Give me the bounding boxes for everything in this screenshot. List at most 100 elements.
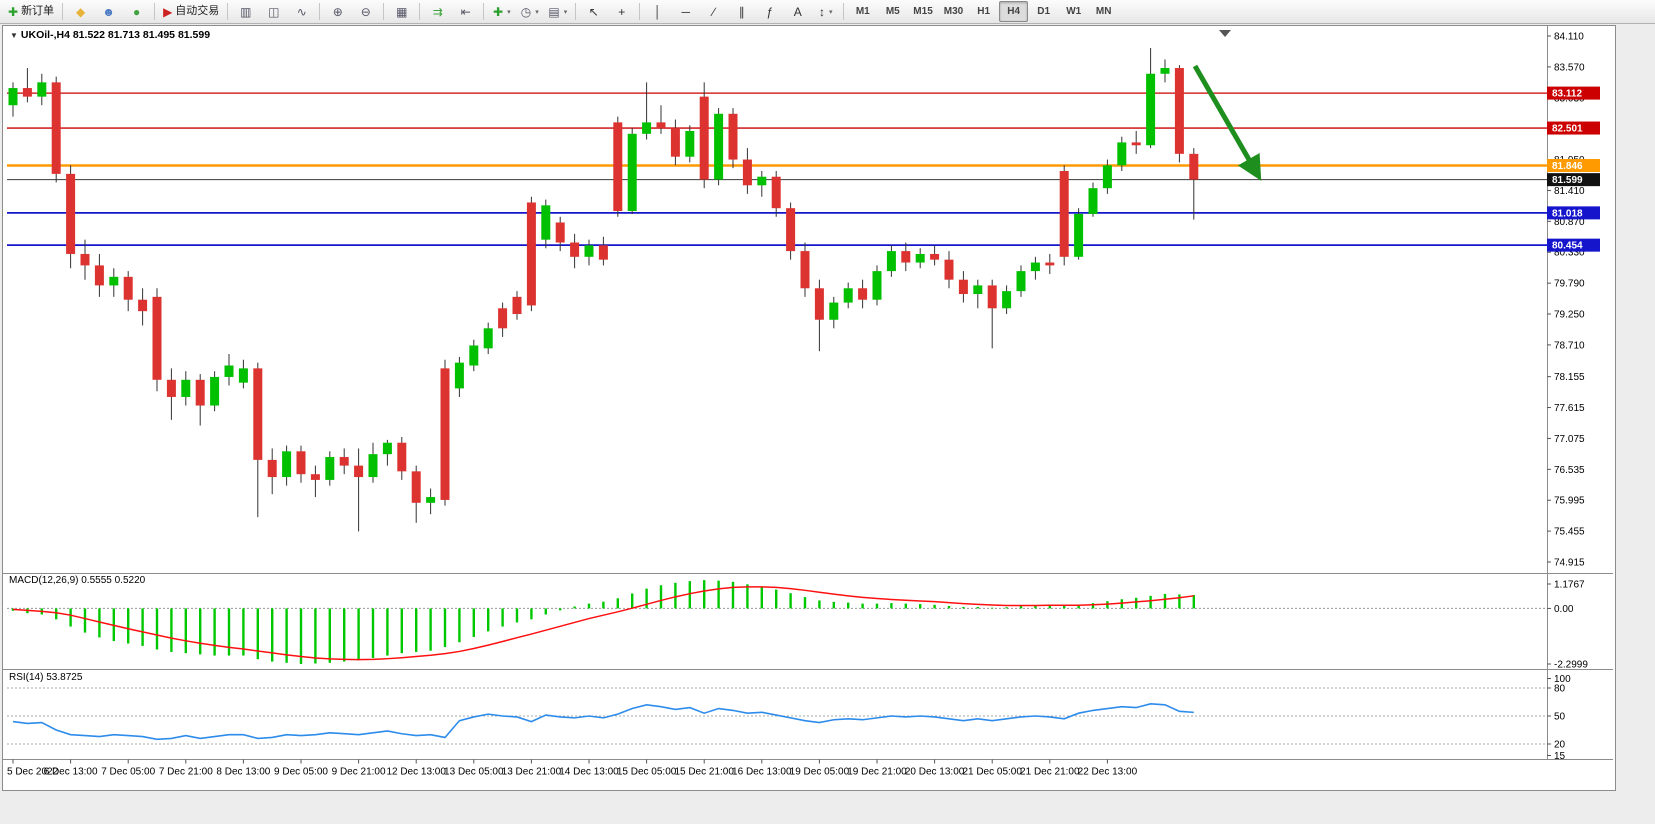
time-axis-label: 12 Dec 13:00 bbox=[386, 767, 446, 778]
orange-support-line-price-label bbox=[1547, 159, 1600, 173]
candle-bear bbox=[440, 368, 450, 500]
candle-bear bbox=[253, 368, 263, 460]
periods-button-icon: ◷ bbox=[520, 4, 532, 19]
timeframe-d1[interactable]: D1 bbox=[1029, 1, 1058, 22]
candle-bull bbox=[872, 271, 882, 300]
time-axis-label: 8 Dec 13:00 bbox=[216, 767, 270, 778]
line-chart-button[interactable]: ∿ bbox=[288, 1, 315, 22]
support-line-upper-price-label bbox=[1547, 206, 1600, 220]
timeframe-m30[interactable]: M30 bbox=[939, 1, 968, 22]
resistance-line-upper-price-text: 83.112 bbox=[1552, 89, 1582, 100]
periods-button-dropdown-arrow[interactable]: ▾ bbox=[535, 8, 539, 16]
toolbar-separator bbox=[419, 3, 421, 20]
crosshair-button-icon: + bbox=[618, 4, 626, 19]
rsi-scale-label: 15 bbox=[1554, 751, 1566, 762]
navigator-button[interactable]: ● bbox=[123, 1, 150, 22]
trendline-button[interactable]: ∕ bbox=[700, 1, 727, 22]
timeframe-mn-label: MN bbox=[1095, 5, 1112, 17]
price-tick-label: 74.915 bbox=[1554, 558, 1585, 569]
candle-bull bbox=[915, 253, 925, 263]
zoom-in-button[interactable]: ⊕ bbox=[324, 1, 351, 22]
candle-bear bbox=[123, 276, 133, 300]
candlestick-chart-button-icon: ◫ bbox=[268, 4, 280, 19]
bar-chart-button[interactable]: ▥ bbox=[232, 1, 259, 22]
channel-button[interactable]: ∥ bbox=[728, 1, 755, 22]
timeframe-w1[interactable]: W1 bbox=[1059, 1, 1088, 22]
data-window-button[interactable]: ☻ bbox=[95, 1, 122, 22]
candle-bear bbox=[699, 96, 709, 180]
chart-shift-marker[interactable] bbox=[1219, 30, 1231, 37]
candle-bull bbox=[1016, 271, 1026, 292]
price-tick-label: 78.710 bbox=[1554, 340, 1585, 351]
panel-frame bbox=[3, 26, 1613, 760]
chart-shift-button-icon: ⇤ bbox=[460, 4, 471, 19]
candle-bull bbox=[224, 365, 234, 377]
candle-bear bbox=[1045, 262, 1055, 266]
green-arrow-annotation[interactable] bbox=[1192, 64, 1262, 181]
toolbar-separator bbox=[843, 3, 845, 20]
cursor-button-icon: ↖ bbox=[588, 4, 599, 19]
time-axis-label: 9 Dec 21:00 bbox=[332, 767, 386, 778]
text-button[interactable]: A bbox=[784, 1, 811, 22]
arrows-button-dropdown-arrow[interactable]: ▾ bbox=[829, 8, 833, 16]
toolbar: ✚ 新订单 ◆ ☻ ● ▶ 自动交易 ▥ ◫ ∿ ⊕ ⊖ ▦ ⇉ ⇤ ✚ ▾ ◷ ▾ ▤ ▾ ↖ + │ ─ ∕ ∥ ƒ A ↕ ▾ M1 M5… bbox=[0, 0, 1655, 24]
cursor-button[interactable]: ↖ bbox=[580, 1, 607, 22]
arrows-button[interactable]: ↕ ▾ bbox=[812, 1, 839, 22]
toolbar-separator bbox=[639, 3, 641, 20]
candle-bull bbox=[685, 130, 695, 157]
indicators-button[interactable]: ✚ ▾ bbox=[488, 1, 515, 22]
fibonacci-button[interactable]: ƒ bbox=[756, 1, 783, 22]
candlestick-chart-button[interactable]: ◫ bbox=[260, 1, 287, 22]
candle-bear bbox=[742, 159, 752, 186]
chart-window: ▼ UKOil-,H4 81.522 81.713 81.495 81.599 M… bbox=[2, 25, 1616, 791]
time-axis-label: 15 Dec 21:00 bbox=[674, 767, 734, 778]
timeframe-mn[interactable]: MN bbox=[1089, 1, 1118, 22]
timeframe-m15[interactable]: M15 bbox=[908, 1, 937, 22]
horizontal-line-button[interactable]: ─ bbox=[672, 1, 699, 22]
candle-bear bbox=[22, 88, 32, 97]
new-order-button[interactable]: ✚ 新订单 bbox=[4, 1, 58, 22]
auto-scroll-button-icon: ⇉ bbox=[432, 4, 443, 19]
timeframe-m1-label: M1 bbox=[855, 5, 870, 17]
candle-bear bbox=[555, 222, 565, 243]
resistance-line-lower-price-label bbox=[1547, 121, 1600, 135]
candle-bear bbox=[786, 208, 796, 252]
timeframe-h1[interactable]: H1 bbox=[969, 1, 998, 22]
time-axis-label: 15 Dec 05:00 bbox=[617, 767, 677, 778]
chart-title: ▼ UKOil-,H4 81.522 81.713 81.495 81.599 bbox=[10, 29, 210, 41]
candle-bull bbox=[1030, 262, 1040, 272]
candle-bull bbox=[642, 122, 652, 134]
market-watch-button[interactable]: ◆ bbox=[67, 1, 94, 22]
crosshair-button[interactable]: + bbox=[608, 1, 635, 22]
autotrading-button[interactable]: ▶ 自动交易 bbox=[159, 1, 223, 22]
rsi-scale-label: 80 bbox=[1554, 684, 1566, 695]
candle-bull bbox=[282, 451, 292, 478]
price-tick-label: 77.075 bbox=[1554, 434, 1585, 445]
price-levels bbox=[7, 92, 1547, 246]
auto-scroll-button[interactable]: ⇉ bbox=[424, 1, 451, 22]
price-tick-label: 75.455 bbox=[1554, 527, 1585, 538]
zoom-in-button-icon: ⊕ bbox=[332, 4, 343, 19]
data-window-button-icon: ☻ bbox=[102, 4, 115, 19]
candle-bear bbox=[267, 459, 277, 478]
periods-button[interactable]: ◷ ▾ bbox=[516, 1, 543, 22]
time-axis-label: 7 Dec 05:00 bbox=[101, 767, 155, 778]
timeframe-m5[interactable]: M5 bbox=[878, 1, 907, 22]
candle-bear bbox=[987, 285, 997, 309]
templates-button-dropdown-arrow[interactable]: ▾ bbox=[563, 8, 568, 16]
chart-title-collapse-arrow[interactable]: ▼ bbox=[10, 31, 18, 40]
candle-bear bbox=[858, 288, 868, 300]
candle-bull bbox=[37, 82, 47, 97]
templates-button[interactable]: ▤ ▾ bbox=[544, 1, 571, 22]
vertical-line-button[interactable]: │ bbox=[644, 1, 671, 22]
zoom-out-button[interactable]: ⊖ bbox=[352, 1, 379, 22]
indicators-button-dropdown-arrow[interactable]: ▾ bbox=[507, 8, 511, 16]
price-tick-label: 84.110 bbox=[1554, 32, 1584, 43]
chart-shift-button[interactable]: ⇤ bbox=[452, 1, 479, 22]
chart-canvas[interactable]: 84.11083.57083.03082.49081.95081.41080.8… bbox=[3, 26, 1613, 788]
timeframe-h4[interactable]: H4 bbox=[999, 1, 1029, 22]
timeframe-m1[interactable]: M1 bbox=[848, 1, 877, 22]
time-axis-label: 19 Dec 05:00 bbox=[790, 767, 850, 778]
tile-windows-button[interactable]: ▦ bbox=[388, 1, 415, 22]
